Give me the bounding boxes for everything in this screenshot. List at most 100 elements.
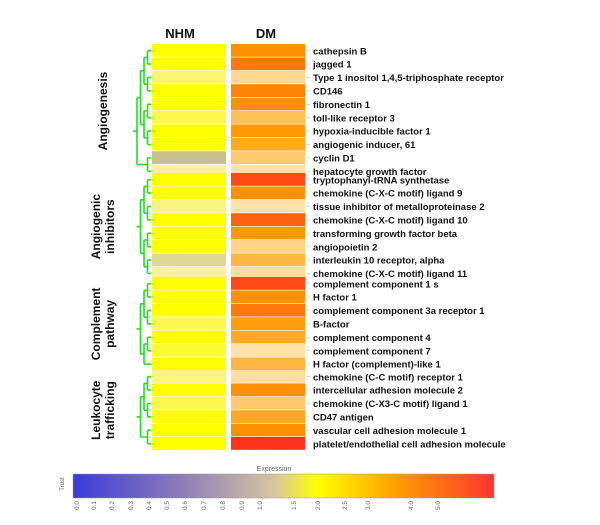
gene-label: tissue inhibitor of metalloproteinase 2: [313, 202, 485, 213]
cell-dm: [231, 137, 305, 151]
gene-label: H factor (complement)-like 1: [313, 360, 441, 371]
cell-nhm: [152, 151, 226, 164]
cell-dm: [231, 70, 305, 84]
group-label: Angiogenic: [89, 194, 103, 260]
cell-nhm: [152, 226, 226, 240]
cell-nhm: [152, 124, 226, 138]
cell-dm: [231, 199, 305, 213]
gene-label: vascular cell adhesion molecule 1: [313, 426, 467, 437]
cell-nhm: [152, 423, 226, 437]
cell-nhm: [152, 370, 226, 383]
cell-nhm: [152, 357, 226, 371]
heatmap-row: H factor 1: [152, 290, 358, 304]
cell-dm: [231, 124, 305, 138]
cell-dm: [231, 253, 305, 267]
cell-nhm: [152, 410, 226, 423]
group-label: Leukocyte: [89, 380, 103, 440]
colorbar-tick: 5.0: [435, 501, 442, 510]
cell-dm: [231, 357, 305, 371]
cell-nhm: [152, 344, 226, 357]
heatmap-row: tissue inhibitor of metalloproteinase 2: [152, 199, 485, 213]
dendrogram-branch: [146, 282, 151, 298]
gene-label: complement component 4: [313, 333, 431, 344]
cell-dm: [231, 277, 305, 290]
cell-nhm: [152, 437, 226, 450]
cell-nhm: [152, 213, 226, 226]
cell-dm: [231, 240, 305, 253]
cell-dm: [231, 213, 305, 226]
colorbar-tick: 0.0: [74, 501, 81, 510]
cell-nhm: [152, 57, 226, 71]
colorbar-tick: 0.3: [128, 501, 135, 510]
dendrogram-branch: [146, 309, 151, 325]
cell-dm: [231, 84, 305, 97]
gene-label: tryptophanyl-tRNA synthetase: [313, 175, 449, 186]
cell-dm: [231, 396, 305, 410]
heatmap-row: hypoxia-inducible factor 1: [152, 124, 431, 138]
gene-label: cathepsin B: [313, 46, 367, 57]
gene-label: CD47 antigen: [313, 413, 374, 424]
heatmap-row: interleukin 10 receptor, alpha: [152, 253, 445, 267]
gene-label: chemokine (C-X3-C motif) ligand 1: [313, 399, 468, 410]
gene-label: fibronectin 1: [313, 100, 371, 111]
gene-label: chemokine (C-X-C motif) ligand 11: [313, 269, 468, 280]
heatmap-row: cathepsin B: [152, 44, 367, 57]
gene-label: chemokine (C-C motif) receptor 1: [313, 372, 464, 383]
colorbar-tick: 0.7: [201, 501, 208, 510]
heatmap-row: cyclin D1: [152, 151, 355, 165]
cell-nhm: [152, 330, 226, 344]
dendrogram-branch: [146, 130, 151, 146]
cell-nhm: [152, 199, 226, 213]
gene-label: B-factor: [313, 320, 350, 331]
group-label: Complement: [89, 288, 103, 361]
heatmap-row: complement component 3a receptor 1: [152, 303, 485, 317]
gene-label: complement component 1 s: [313, 279, 439, 290]
cell-nhm: [152, 240, 226, 253]
dendrogram-branch: [146, 336, 151, 352]
gene-label: cyclin D1: [313, 154, 355, 165]
group-angiogenesis: Angiogenesis cathepsin B jagged 1 Type 1 in…: [96, 44, 504, 178]
dendrogram: [133, 49, 151, 173]
cell-nhm: [152, 317, 226, 330]
cell-dm: [231, 344, 305, 357]
colorbar-tick: 0.8: [220, 501, 227, 510]
heatmap-row: jagged 1: [152, 57, 352, 71]
gene-label: chemokine (C-X-C motif) ligand 10: [313, 216, 468, 227]
cell-dm: [231, 266, 305, 280]
gene-label: hepatocyte growth factor: [313, 167, 427, 178]
group-angiogenic-inhibitors: Angiogenic inhibitors tryptophanyl-tRNA sy…: [89, 173, 485, 280]
heatmap-row: chemokine (C-C motif) receptor 1: [152, 370, 464, 383]
heatmap-row: H factor (complement)-like 1: [152, 357, 441, 371]
cell-dm: [231, 423, 305, 437]
heatmap-row: angiogenic inducer, 61: [152, 137, 416, 151]
gene-label: platelet/endothelial cell adhesion molec…: [313, 439, 506, 450]
column-header-nhm: NHM: [165, 26, 195, 41]
gene-label: CD146: [313, 87, 343, 98]
heatmap-row: vascular cell adhesion molecule 1: [152, 423, 467, 437]
gene-label: jagged 1: [312, 60, 352, 71]
cell-nhm: [152, 111, 226, 124]
colorbar-tick: 0.5: [164, 501, 171, 510]
gene-label: toll-like receptor 3: [313, 113, 395, 124]
dendrogram-branch: [136, 96, 148, 166]
dendrogram: [136, 178, 151, 275]
cell-nhm: [152, 253, 226, 267]
cell-nhm: [152, 383, 226, 397]
cell-nhm: [152, 396, 226, 410]
heatmap-row: tryptophanyl-tRNA synthetase: [152, 173, 449, 186]
group-complement-pathway: Complement pathway complement component 1 …: [89, 277, 485, 371]
cell-dm: [231, 111, 305, 124]
column-header-dm: DM: [256, 26, 276, 41]
colorbar-tick: 0.4: [146, 501, 153, 510]
dendrogram-branch: [146, 402, 151, 418]
heatmap-row: CD146: [152, 84, 343, 98]
cell-nhm: [152, 173, 226, 186]
colorbar-title: Expression: [257, 466, 292, 473]
cell-dm: [231, 330, 305, 344]
gene-label: hypoxia-inducible factor 1: [313, 127, 431, 138]
gene-label: intercellular adhesion molecule 2: [313, 386, 463, 397]
heatmap-row: fibronectin 1: [152, 97, 371, 111]
colorbar-side-label: Trust: [60, 477, 66, 491]
